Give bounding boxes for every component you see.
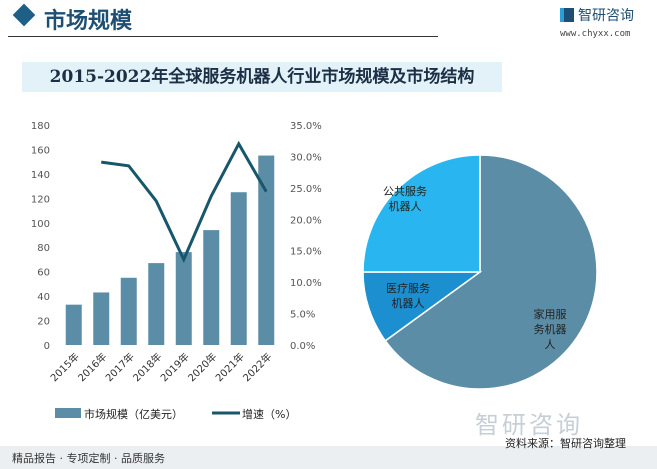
y-tick-label: 100 — [31, 219, 50, 230]
y2-tick-label: 20.0% — [290, 215, 322, 226]
logo-text: 智研咨询 — [578, 8, 634, 24]
y-tick-label: 80 — [37, 243, 50, 254]
x-tick-label: 2017年 — [103, 350, 137, 384]
x-tick-label: 2022年 — [240, 350, 274, 384]
y2-tick-label: 10.0% — [290, 278, 322, 289]
y-tick-label: 0 — [44, 341, 50, 352]
section-title: 市场规模 — [44, 8, 133, 34]
title-band — [22, 62, 502, 92]
y-tick-label: 60 — [37, 268, 50, 279]
y2-tick-label: 5.0% — [290, 310, 315, 321]
pie-label: 机器人 — [389, 199, 422, 213]
bar — [258, 155, 275, 345]
y-tick-label: 40 — [37, 292, 50, 303]
bar — [175, 252, 192, 345]
pie-label: 机器人 — [392, 296, 425, 310]
x-tick-label: 2016年 — [75, 350, 109, 384]
y2-tick-label: 30.0% — [290, 152, 322, 163]
pie-label: 人 — [545, 338, 556, 351]
y-tick-label: 20 — [37, 317, 50, 328]
bar — [65, 304, 82, 345]
pie-slice — [362, 154, 481, 273]
pie-label: 家用服 — [534, 307, 567, 321]
pie-label: 医疗服务 — [386, 281, 430, 295]
y-tick-label: 120 — [31, 194, 50, 205]
legend-bar-swatch — [55, 408, 81, 418]
x-tick-label: 2019年 — [158, 350, 192, 384]
watermark: 智研咨询 — [475, 411, 583, 439]
legend-bar-label: 市场规模（亿美元） — [84, 407, 183, 421]
y2-tick-label: 15.0% — [290, 247, 322, 258]
y-tick-label: 160 — [31, 145, 50, 156]
source-note: 资料来源：智研咨询整理 — [505, 437, 626, 450]
footer-tagline: 精品报告 · 专项定制 · 品质服务 — [12, 452, 165, 465]
bar — [93, 292, 110, 345]
y2-tick-label: 25.0% — [290, 184, 322, 195]
y2-tick-label: 0.0% — [290, 341, 315, 352]
chart-title: 2015-2022年全球服务机器人行业市场规模及市场结构 — [49, 67, 475, 87]
footer-bar — [0, 446, 657, 469]
bar — [148, 263, 165, 345]
y-tick-label: 140 — [31, 170, 50, 181]
bar — [120, 277, 137, 345]
site-url: www.chyxx.com — [560, 29, 631, 39]
x-tick-label: 2015年 — [48, 350, 82, 384]
y2-tick-label: 35.0% — [290, 121, 322, 132]
pie-label: 公共服务 — [383, 185, 427, 198]
pie-slice — [384, 154, 598, 390]
pie-label: 务机器 — [534, 322, 567, 336]
logo: 智研咨询 — [560, 5, 634, 25]
x-tick-label: 2018年 — [130, 350, 164, 384]
divider — [8, 36, 438, 37]
x-tick-label: 2020年 — [185, 350, 219, 384]
logo-icon — [560, 8, 574, 22]
y-tick-label: 180 — [31, 121, 50, 132]
x-tick-label: 2021年 — [213, 350, 247, 384]
bar — [230, 192, 247, 345]
pie-slice — [362, 271, 483, 342]
bar — [203, 230, 220, 345]
legend-line-label: 增速（%） — [242, 407, 296, 421]
